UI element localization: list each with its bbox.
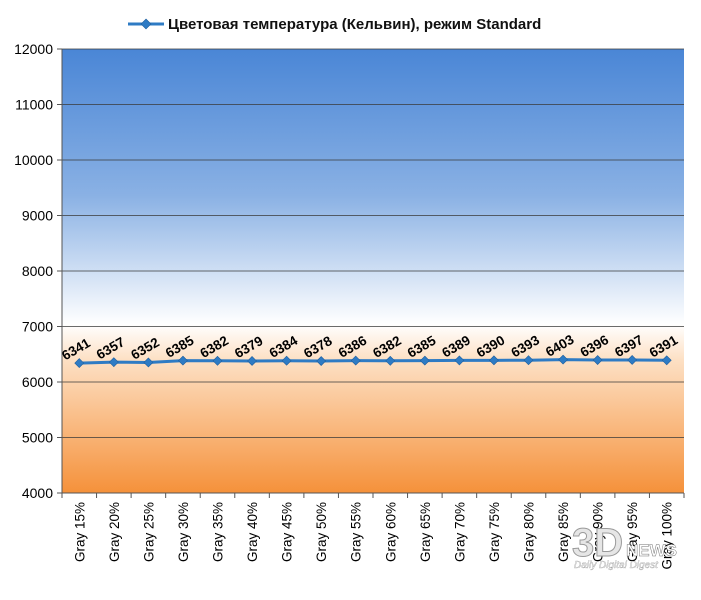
legend-diamond-icon xyxy=(140,18,152,30)
watermark-3d: 3D xyxy=(572,521,623,565)
x-tick-label: Gray 20% xyxy=(107,502,122,562)
data-point xyxy=(558,354,568,365)
watermark-logo: 3D NEWS Daily Digital Digest xyxy=(572,521,678,572)
y-tick-label: 6000 xyxy=(22,374,53,390)
data-point xyxy=(454,355,465,366)
x-tick-label: Gray 55% xyxy=(349,502,364,562)
y-tick-label: 4000 xyxy=(22,485,53,501)
data-point xyxy=(385,355,396,366)
data-point xyxy=(523,355,534,366)
data-point xyxy=(489,355,499,366)
data-point xyxy=(627,355,638,365)
data-point xyxy=(108,357,119,368)
series-line xyxy=(79,358,667,365)
x-tick-label: Gray 80% xyxy=(522,502,537,562)
x-tick-label: Gray 85% xyxy=(556,502,571,562)
legend: Цветовая температура (Кельвин), режим St… xyxy=(128,16,541,33)
y-tick-label: 9000 xyxy=(22,208,53,224)
x-tick-label: Gray 45% xyxy=(280,502,295,562)
data-point xyxy=(143,357,154,368)
data-point xyxy=(178,355,188,366)
x-tick-label: Gray 30% xyxy=(176,502,191,562)
x-tick-label: Gray 100% xyxy=(660,502,675,570)
x-tick-label: Gray 40% xyxy=(245,502,260,562)
x-tick-label: Gray 15% xyxy=(72,502,87,562)
y-tick-label: 11000 xyxy=(15,97,53,113)
x-tick-label: Gray 75% xyxy=(487,502,502,562)
data-point xyxy=(419,355,430,366)
x-tick-label: Gray 95% xyxy=(625,502,640,562)
data-point xyxy=(316,356,327,366)
x-tick-label: Gray 60% xyxy=(383,502,398,562)
data-point xyxy=(350,355,361,366)
series-layer xyxy=(74,354,672,368)
x-axis-ticks: Gray 15% Gray 20% Gray 25% Gray 30% Gray 35%… xyxy=(61,493,685,570)
x-tick-label: Gray 50% xyxy=(314,502,329,562)
y-tick-label: 12000 xyxy=(14,41,53,57)
y-tick-label: 5000 xyxy=(22,430,53,446)
x-tick-label: Gray 35% xyxy=(211,502,226,562)
data-point xyxy=(661,355,672,366)
data-point xyxy=(74,358,85,368)
y-tick-label: 7000 xyxy=(22,319,53,335)
x-tick-label: Gray 90% xyxy=(591,502,606,562)
watermark-tagline: Daily Digital Digest xyxy=(574,560,659,571)
legend-label: Цветовая температура (Кельвин), режим St… xyxy=(168,16,541,33)
y-axis-ticks: 4000 5000 6000 7000 8000 9000 10000 11000 12000 xyxy=(14,41,62,501)
data-point xyxy=(281,355,292,366)
y-tick-label: 8000 xyxy=(22,263,53,279)
y-tick-label: 10000 xyxy=(14,152,53,168)
watermark-news: NEWS xyxy=(626,541,677,560)
gridlines xyxy=(62,48,684,438)
x-tick-label: Gray 25% xyxy=(141,502,156,562)
data-point xyxy=(247,356,257,366)
data-point xyxy=(212,355,223,366)
x-tick-label: Gray 65% xyxy=(418,502,433,562)
x-tick-label: Gray 70% xyxy=(452,502,467,562)
data-point xyxy=(592,355,603,365)
